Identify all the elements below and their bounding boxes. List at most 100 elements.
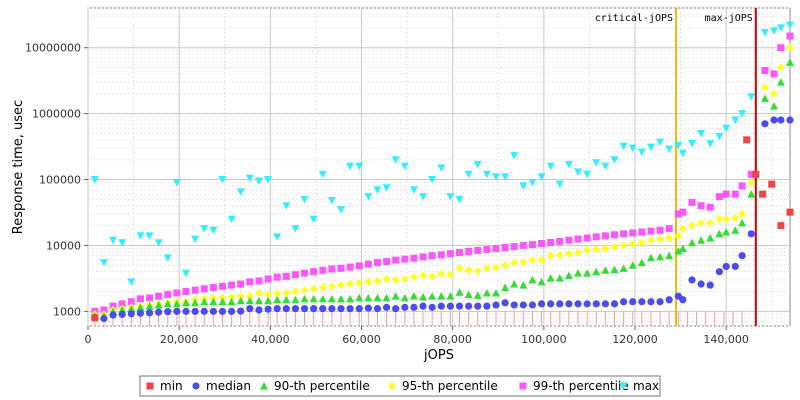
- data-point: [228, 281, 236, 289]
- data-point: [715, 268, 723, 276]
- data-point: [770, 27, 779, 35]
- data-point: [127, 278, 136, 286]
- data-point: [273, 233, 282, 241]
- data-point: [392, 256, 400, 264]
- data-point: [464, 266, 473, 275]
- data-point: [437, 164, 446, 172]
- x-axis-title: jOPS: [423, 348, 454, 363]
- data-point: [646, 143, 655, 152]
- data-point: [91, 314, 99, 322]
- data-point: [437, 269, 446, 278]
- data-point: [446, 270, 455, 279]
- data-point: [237, 280, 245, 288]
- data-point: [674, 210, 682, 218]
- data-point: [501, 261, 510, 270]
- data-point: [473, 291, 482, 299]
- data-point: [291, 271, 299, 279]
- data-point: [245, 174, 254, 183]
- data-point: [610, 300, 619, 308]
- data-point: [786, 208, 794, 216]
- x-tick-label: 140,000: [703, 333, 749, 346]
- data-point: [715, 132, 724, 141]
- data-point: [455, 302, 464, 310]
- data-point: [752, 170, 760, 178]
- data-point: [209, 307, 217, 315]
- data-point: [401, 303, 409, 311]
- legend-label: 95-th percentile: [402, 379, 498, 393]
- data-point: [731, 116, 740, 124]
- data-point: [346, 263, 354, 271]
- data-point: [528, 301, 537, 309]
- data-point: [706, 281, 714, 289]
- data-point: [592, 159, 601, 167]
- data-point: [574, 300, 582, 308]
- data-point: [491, 173, 500, 181]
- data-point: [191, 298, 200, 307]
- data-point: [218, 176, 227, 184]
- data-point: [638, 228, 646, 236]
- data-point: [300, 286, 309, 295]
- data-point: [697, 236, 706, 244]
- data-point: [483, 245, 491, 253]
- data-point: [182, 307, 190, 315]
- data-point: [282, 305, 290, 313]
- y-tick-label: 1000: [53, 305, 81, 318]
- data-point: [583, 234, 591, 242]
- legend-label: 90-th percentile: [274, 379, 370, 393]
- data-point: [172, 299, 181, 308]
- data-point: [770, 116, 778, 124]
- data-point: [146, 294, 154, 302]
- data-point: [637, 238, 646, 247]
- data-point: [328, 265, 336, 273]
- data-point: [555, 274, 564, 282]
- data-point: [510, 243, 518, 251]
- data-point: [731, 190, 739, 198]
- data-point: [118, 300, 126, 308]
- data-point: [510, 258, 519, 267]
- data-point: [255, 277, 263, 285]
- data-point: [455, 195, 464, 204]
- data-point: [100, 314, 108, 323]
- data-point: [410, 303, 418, 311]
- data-point: [510, 280, 519, 288]
- data-point: [776, 78, 785, 86]
- data-point: [318, 283, 327, 292]
- data-point: [300, 294, 309, 303]
- data-point: [455, 264, 464, 273]
- data-point: [236, 296, 245, 305]
- data-point: [697, 280, 705, 288]
- x-tick-label: 40,000: [251, 333, 290, 346]
- data-point: [346, 294, 355, 303]
- data-point: [428, 303, 436, 311]
- data-point: [419, 193, 428, 201]
- data-point: [145, 309, 154, 317]
- data-point: [172, 179, 181, 187]
- data-point: [528, 275, 537, 284]
- data-point: [697, 202, 705, 210]
- data-point: [501, 283, 510, 292]
- data-point: [99, 259, 108, 267]
- data-point: [391, 292, 400, 300]
- data-point: [731, 214, 740, 223]
- data-point: [191, 307, 199, 315]
- data-point: [619, 142, 628, 151]
- data-point: [400, 162, 409, 171]
- data-point: [638, 298, 646, 306]
- data-point: [154, 239, 163, 247]
- legend-marker: [260, 382, 268, 390]
- data-point: [446, 193, 455, 201]
- data-point: [528, 256, 537, 265]
- data-point: [200, 297, 209, 306]
- data-point: [776, 63, 785, 72]
- data-point: [136, 303, 145, 311]
- data-point: [155, 308, 163, 316]
- data-point: [465, 302, 473, 310]
- data-point: [786, 116, 794, 124]
- data-point: [364, 277, 373, 286]
- data-point: [309, 215, 318, 224]
- data-point: [309, 294, 318, 303]
- data-point: [182, 288, 190, 296]
- data-point: [592, 233, 600, 241]
- data-point: [555, 180, 564, 189]
- data-point: [519, 281, 528, 289]
